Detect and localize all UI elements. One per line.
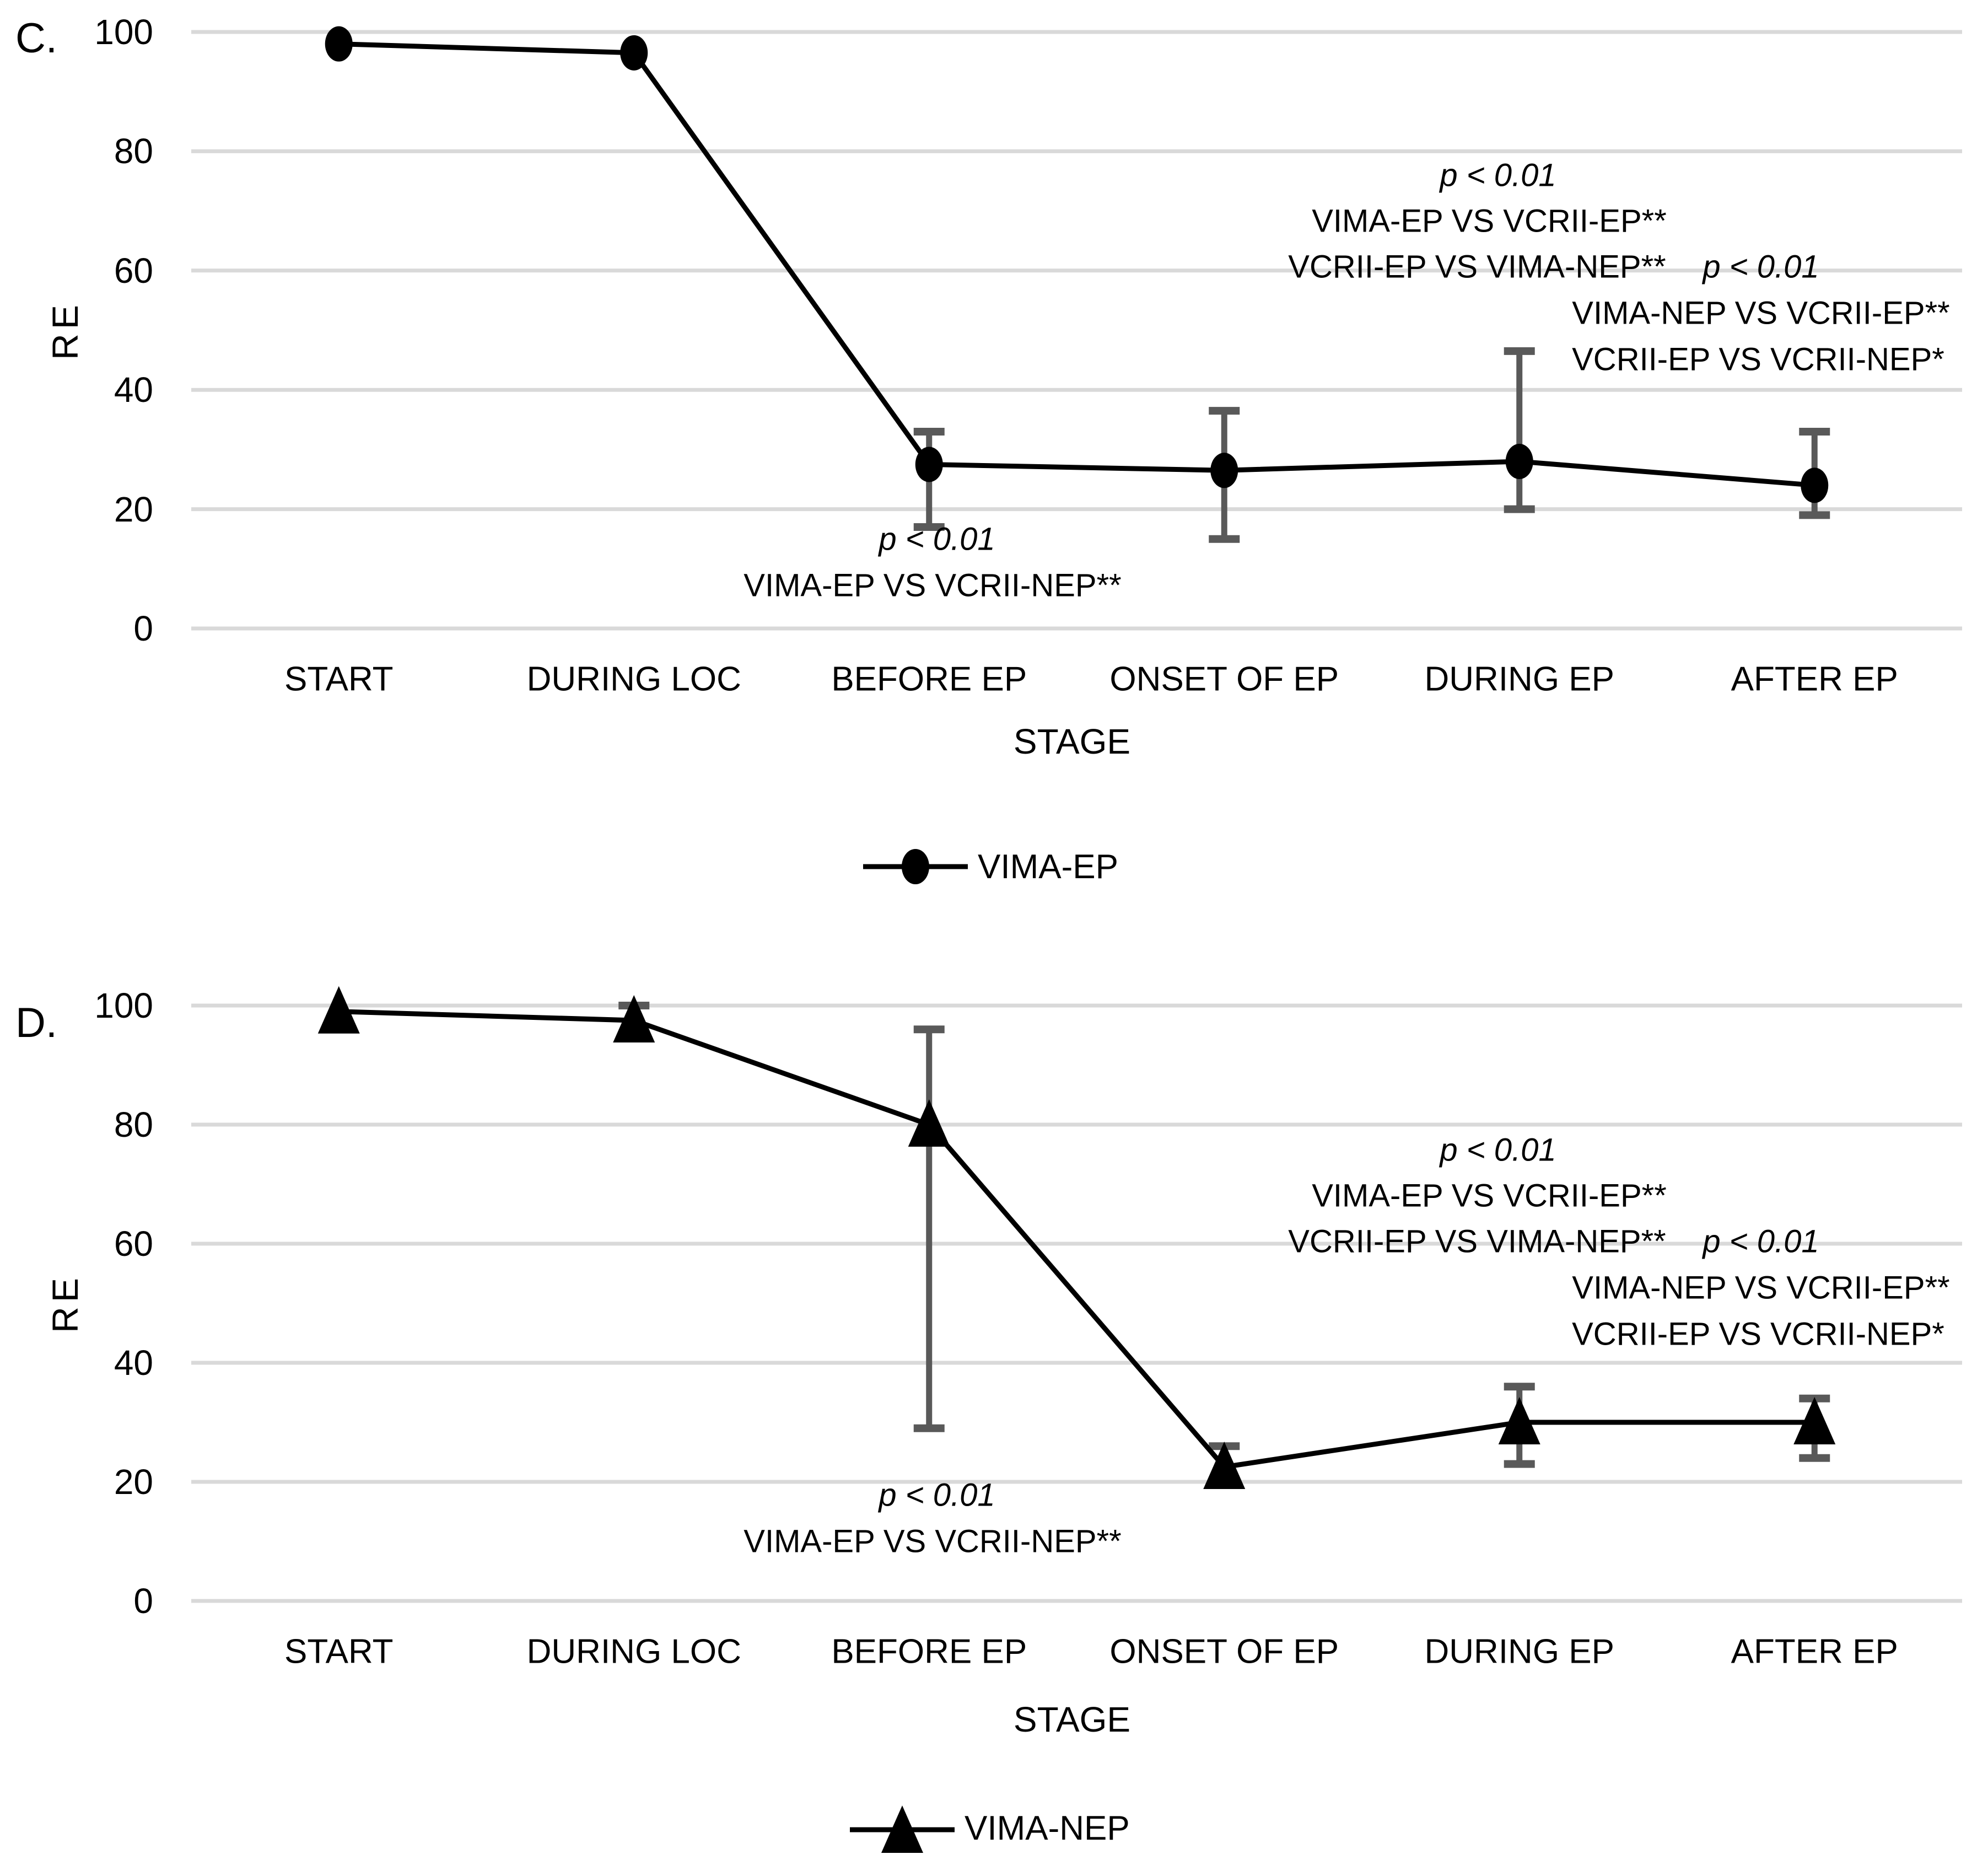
y-tick-label: 40	[114, 1343, 153, 1383]
panel-d-label: D.	[15, 999, 57, 1046]
annotation-comparison: VIMA-NEP VS VCRII-EP**	[1572, 295, 1950, 331]
annotation-p-value: p < 0.01	[1440, 1132, 1556, 1168]
x-tick-label: START	[284, 660, 394, 698]
legend-vima-ep: VIMA-EP	[863, 842, 1118, 891]
x-tick-label: ONSET OF EP	[1109, 1632, 1339, 1671]
x-tick-label: ONSET OF EP	[1109, 660, 1339, 698]
x-tick-label: START	[284, 1632, 394, 1671]
y-tick-label: 40	[114, 370, 153, 410]
x-tick-label: BEFORE EP	[831, 1632, 1027, 1671]
annotation-p-value: p < 0.01	[879, 521, 995, 557]
y-tick-label: 100	[94, 12, 153, 52]
annotation-p-value: p < 0.01	[1703, 249, 1819, 285]
y-tick-label: 100	[94, 986, 153, 1025]
annotation-p-value: p < 0.01	[1703, 1223, 1819, 1260]
x-axis-title: STAGE	[1013, 1700, 1131, 1739]
annotation-comparison: VCRII-EP VS VIMA-NEP**	[1288, 249, 1666, 285]
annotation-p-value: p < 0.01	[879, 1477, 995, 1513]
y-tick-label: 60	[114, 250, 153, 291]
annotation-p-value: p < 0.01	[1440, 157, 1556, 194]
panel-c-label: C.	[15, 15, 57, 62]
y-tick-label: 0	[133, 1581, 153, 1621]
x-tick-label: AFTER EP	[1731, 1632, 1898, 1671]
legend-marker-triangle	[850, 1805, 955, 1853]
legend-label: VIMA-EP	[978, 847, 1118, 886]
legend-marker-circle	[863, 849, 968, 884]
annotation-comparison: VCRII-EP VS VCRII-NEP*	[1572, 1316, 1944, 1352]
y-tick-label: 60	[114, 1224, 153, 1264]
annotation-comparison: VIMA-NEP VS VCRII-EP**	[1572, 1270, 1950, 1306]
y-tick-label: 80	[114, 1105, 153, 1144]
annotation-comparison: VIMA-EP VS VCRII-NEP**	[744, 1523, 1122, 1560]
x-tick-label: DURING EP	[1424, 660, 1614, 698]
x-tick-label: DURING EP	[1424, 1632, 1614, 1671]
annotation-comparison: VIMA-EP VS VCRII-EP**	[1312, 203, 1667, 239]
legend-label: VIMA-NEP	[965, 1809, 1130, 1847]
x-tick-label: DURING LOC	[526, 660, 741, 698]
annotation-comparison: VCRII-EP VS VCRII-NEP*	[1572, 341, 1944, 378]
y-tick-label: 80	[114, 131, 153, 171]
y-tick-label: 0	[133, 609, 153, 648]
annotation-comparison: VIMA-EP VS VCRII-EP**	[1312, 1178, 1667, 1214]
x-axis-title: STAGE	[1013, 722, 1131, 761]
legend-vima-nep: VIMA-NEP	[850, 1803, 1130, 1853]
x-tick-label: AFTER EP	[1731, 660, 1898, 698]
annotation-comparison: VCRII-EP VS VIMA-NEP**	[1288, 1223, 1666, 1260]
x-tick-label: DURING LOC	[526, 1632, 741, 1671]
annotation-comparison: VIMA-EP VS VCRII-NEP**	[744, 567, 1122, 604]
x-tick-label: BEFORE EP	[831, 660, 1027, 698]
y-tick-label: 20	[114, 1462, 153, 1502]
y-tick-label: 20	[114, 489, 153, 529]
y-axis-title: RE	[45, 1273, 85, 1333]
y-axis-title: RE	[45, 300, 85, 360]
